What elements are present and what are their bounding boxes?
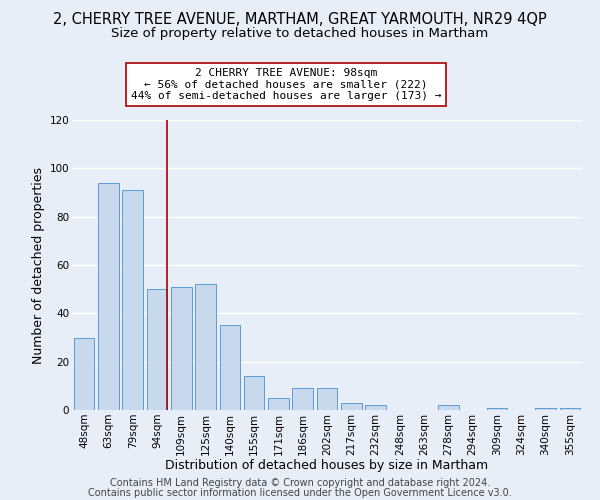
- Bar: [122, 190, 143, 410]
- Text: Contains public sector information licensed under the Open Government Licence v3: Contains public sector information licen…: [88, 488, 512, 498]
- Bar: [487, 408, 508, 410]
- Text: Contains HM Land Registry data © Crown copyright and database right 2024.: Contains HM Land Registry data © Crown c…: [110, 478, 490, 488]
- Text: Size of property relative to detached houses in Martham: Size of property relative to detached ho…: [112, 28, 488, 40]
- Bar: [292, 388, 313, 410]
- Bar: [220, 326, 240, 410]
- Bar: [146, 289, 167, 410]
- Bar: [365, 405, 386, 410]
- Bar: [341, 403, 362, 410]
- Bar: [195, 284, 216, 410]
- Text: 2, CHERRY TREE AVENUE, MARTHAM, GREAT YARMOUTH, NR29 4QP: 2, CHERRY TREE AVENUE, MARTHAM, GREAT YA…: [53, 12, 547, 28]
- Bar: [244, 376, 265, 410]
- Bar: [98, 183, 119, 410]
- Bar: [560, 408, 580, 410]
- X-axis label: Distribution of detached houses by size in Martham: Distribution of detached houses by size …: [166, 459, 488, 472]
- Y-axis label: Number of detached properties: Number of detached properties: [32, 166, 46, 364]
- Bar: [535, 408, 556, 410]
- Bar: [171, 287, 191, 410]
- Bar: [317, 388, 337, 410]
- Bar: [74, 338, 94, 410]
- Bar: [268, 398, 289, 410]
- Bar: [438, 405, 459, 410]
- Text: 2 CHERRY TREE AVENUE: 98sqm
← 56% of detached houses are smaller (222)
44% of se: 2 CHERRY TREE AVENUE: 98sqm ← 56% of det…: [131, 68, 442, 101]
